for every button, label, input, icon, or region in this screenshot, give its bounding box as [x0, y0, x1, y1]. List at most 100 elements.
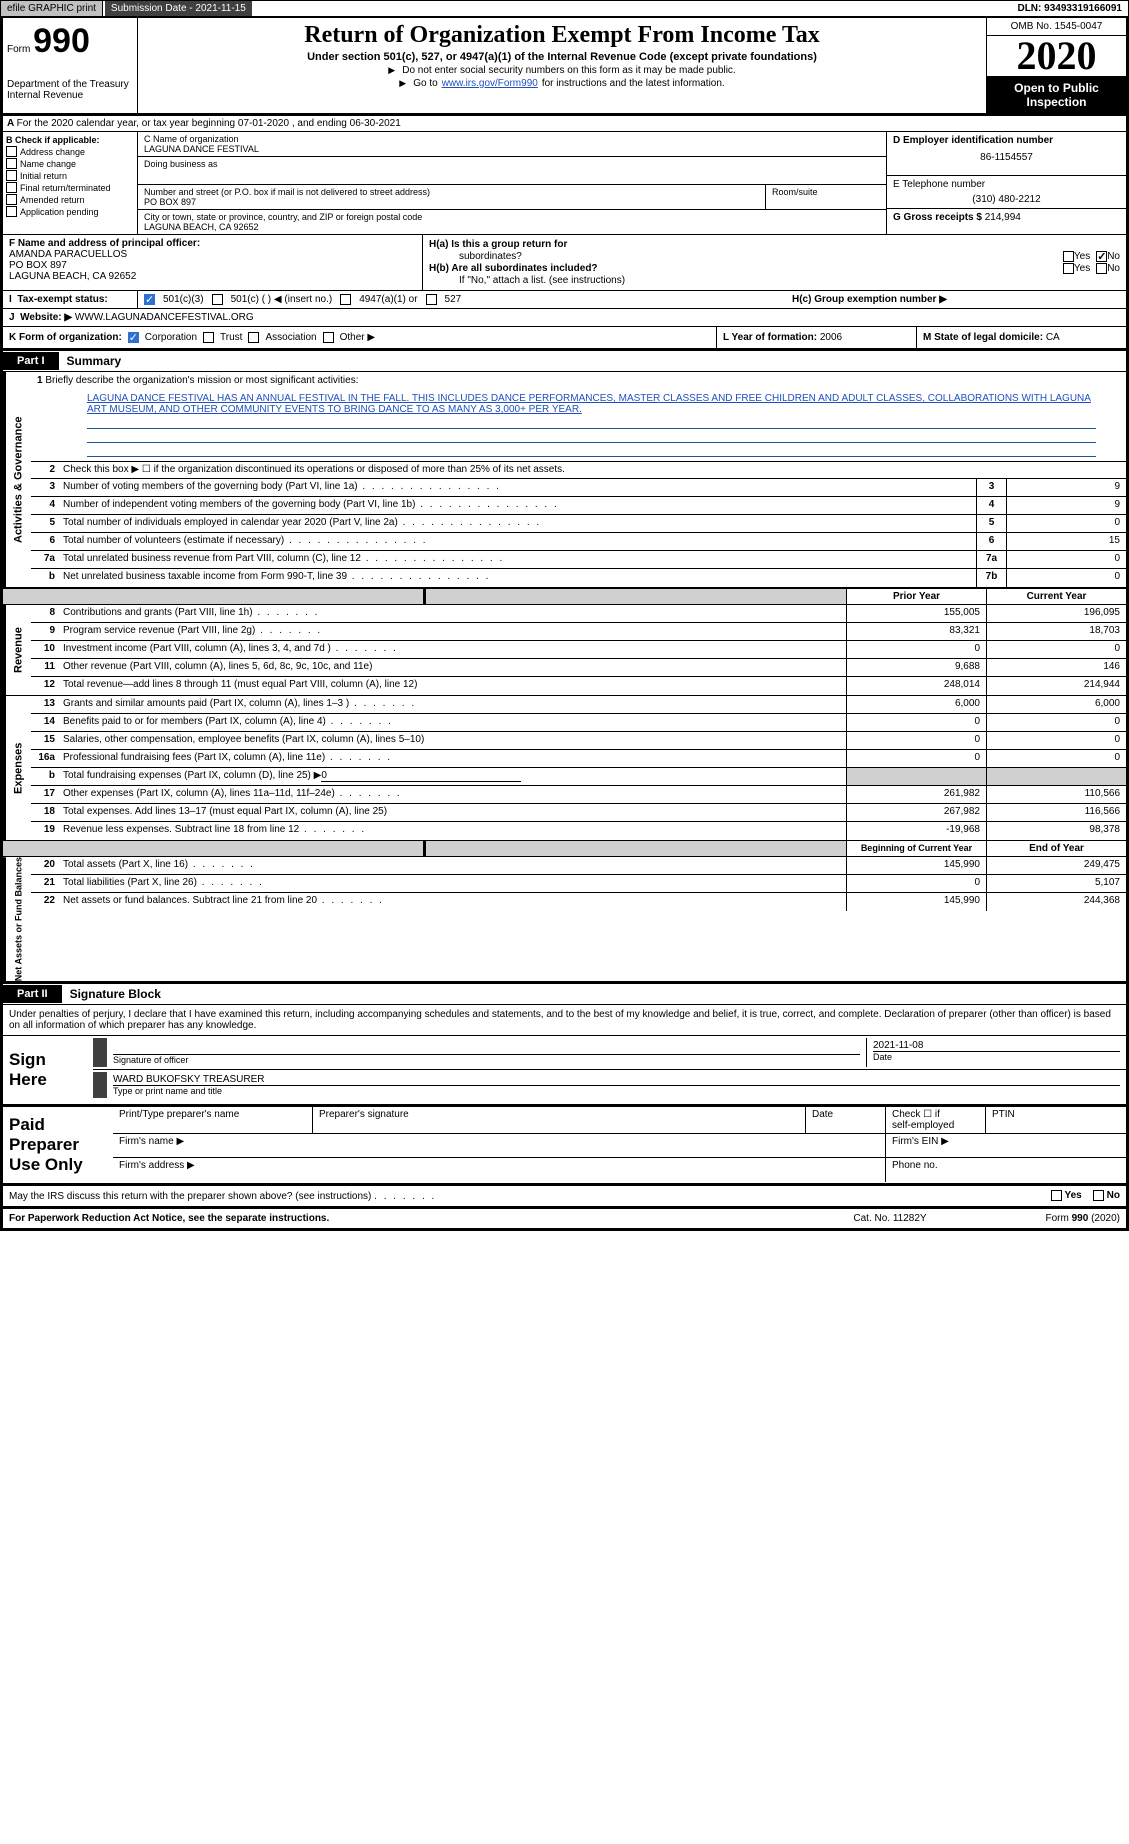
- chk-corporation[interactable]: [128, 332, 139, 343]
- discuss-yes[interactable]: [1051, 1190, 1062, 1201]
- website-value: WWW.LAGUNADANCEFESTIVAL.ORG: [75, 312, 254, 323]
- chk-association[interactable]: [248, 332, 259, 343]
- line1-label: Briefly describe the organization's miss…: [45, 375, 358, 386]
- line13: Grants and similar amounts paid (Part IX…: [59, 696, 846, 713]
- ssn-note: Do not enter social security numbers on …: [146, 65, 978, 76]
- prep-c4b: self-employed: [892, 1120, 979, 1131]
- gross-receipts: 214,994: [985, 212, 1021, 223]
- sig-officer-label: Signature of officer: [113, 1054, 860, 1065]
- officer-addr1: PO BOX 897: [9, 260, 416, 271]
- chk-initial-return[interactable]: [6, 170, 17, 181]
- prep-phone: Phone no.: [886, 1158, 1126, 1182]
- line5: Total number of individuals employed in …: [59, 515, 976, 532]
- form-label: Form: [7, 44, 30, 55]
- dept-irs: Internal Revenue: [7, 90, 133, 101]
- prep-firm-ein: Firm's EIN ▶: [886, 1134, 1126, 1157]
- cat-no: Cat. No. 11282Y: [820, 1213, 960, 1224]
- sig-arrow-icon: [93, 1038, 107, 1067]
- line16b: Total fundraising expenses (Part IX, col…: [59, 768, 846, 785]
- val7b: 0: [1006, 569, 1126, 587]
- col-b-header: B Check if applicable:: [6, 135, 134, 145]
- sig-date-label: Date: [873, 1051, 1120, 1062]
- hc-label: H(c) Group exemption number ▶: [792, 294, 947, 305]
- chk-501c[interactable]: [212, 294, 223, 305]
- addr-label: Number and street (or P.O. box if mail i…: [144, 187, 759, 197]
- city-value: LAGUNA BEACH, CA 92652: [144, 222, 880, 232]
- part1-title: Summary: [59, 351, 130, 371]
- org-name: LAGUNA DANCE FESTIVAL: [144, 144, 880, 154]
- ein-value: 86-1154557: [893, 152, 1120, 163]
- line2: Check this box ▶ ☐ if the organization d…: [59, 462, 1126, 478]
- chk-4947[interactable]: [340, 294, 351, 305]
- form-header: Form 990 Department of the Treasury Inte…: [3, 18, 1126, 116]
- m-label: M State of legal domicile:: [923, 332, 1043, 343]
- i-label: I Tax-exempt status:: [3, 291, 138, 308]
- chk-address-change[interactable]: [6, 146, 17, 157]
- ha-yes[interactable]: [1063, 251, 1074, 262]
- prep-firm-name: Firm's name ▶: [113, 1134, 886, 1157]
- discuss-no[interactable]: [1093, 1190, 1104, 1201]
- graphic-print-label: efile GRAPHIC print: [1, 1, 103, 16]
- tax-year: 2020: [987, 36, 1126, 77]
- chk-trust[interactable]: [203, 332, 214, 343]
- hb-yes[interactable]: [1063, 263, 1074, 274]
- prep-c2: Preparer's signature: [313, 1107, 806, 1133]
- ha-no[interactable]: [1096, 251, 1107, 262]
- sig-date: 2021-11-08: [873, 1040, 1120, 1051]
- mission-text[interactable]: LAGUNA DANCE FESTIVAL HAS AN ANNUAL FEST…: [87, 393, 1091, 415]
- f-label: F Name and address of principal officer:: [9, 238, 416, 249]
- chk-other[interactable]: [323, 332, 334, 343]
- officer-name: AMANDA PARACUELLOS: [9, 249, 416, 260]
- val6: 15: [1006, 533, 1126, 550]
- chk-amended[interactable]: [6, 194, 17, 205]
- side-net-assets: Net Assets or Fund Balances: [3, 857, 31, 981]
- line15: Salaries, other compensation, employee b…: [59, 732, 846, 749]
- line3: Number of voting members of the governin…: [59, 479, 976, 496]
- phone-value: (310) 480-2212: [893, 194, 1120, 205]
- line18: Total expenses. Add lines 13–17 (must eq…: [59, 804, 846, 821]
- city-label: City or town, state or province, country…: [144, 212, 880, 222]
- sign-here-label: Sign Here: [3, 1036, 93, 1104]
- col-b-checkboxes: B Check if applicable: Address change Na…: [3, 132, 138, 234]
- e-label: E Telephone number: [893, 179, 1120, 190]
- goto-note: Go to www.irs.gov/Form990 for instructio…: [146, 78, 978, 89]
- addr-value: PO BOX 897: [144, 197, 759, 207]
- line4: Number of independent voting members of …: [59, 497, 976, 514]
- hdr-eoy: End of Year: [986, 841, 1126, 856]
- line21: Total liabilities (Part X, line 26): [59, 875, 846, 892]
- c-name-label: C Name of organization: [144, 134, 880, 144]
- chk-final-return[interactable]: [6, 182, 17, 193]
- chk-application-pending[interactable]: [6, 206, 17, 217]
- officer-printed-name: WARD BUKOFSKY TREASURER: [113, 1074, 1120, 1085]
- l-label: L Year of formation:: [723, 332, 817, 343]
- form-subtitle: Under section 501(c), 527, or 4947(a)(1)…: [146, 51, 978, 63]
- chk-501c3[interactable]: [144, 294, 155, 305]
- footer-form: 990: [1072, 1213, 1089, 1224]
- chk-527[interactable]: [426, 294, 437, 305]
- line7a: Total unrelated business revenue from Pa…: [59, 551, 976, 568]
- hb-label: H(b) Are all subordinates included?: [429, 263, 598, 274]
- ha-label2: subordinates?: [429, 251, 1057, 262]
- prep-c5: PTIN: [986, 1107, 1126, 1133]
- val4: 9: [1006, 497, 1126, 514]
- part2-title: Signature Block: [62, 984, 169, 1004]
- ha-label: H(a) Is this a group return for: [429, 239, 567, 250]
- discuss-label: May the IRS discuss this return with the…: [9, 1191, 371, 1202]
- hb-no[interactable]: [1096, 263, 1107, 274]
- g-label: G Gross receipts $: [893, 212, 982, 223]
- state-domicile: CA: [1046, 332, 1060, 343]
- submission-date-button[interactable]: Submission Date - 2021-11-15: [105, 1, 252, 16]
- dln-label: DLN: 93493319166091: [1011, 1, 1128, 16]
- val7a: 0: [1006, 551, 1126, 568]
- hdr-current: Current Year: [986, 589, 1126, 604]
- hdr-bcy: Beginning of Current Year: [846, 841, 986, 856]
- line17: Other expenses (Part IX, column (A), lin…: [59, 786, 846, 803]
- j-label: Website: ▶: [20, 312, 72, 323]
- line22: Net assets or fund balances. Subtract li…: [59, 893, 846, 911]
- prep-c1: Print/Type preparer's name: [113, 1107, 313, 1133]
- officer-addr2: LAGUNA BEACH, CA 92652: [9, 271, 416, 282]
- chk-name-change[interactable]: [6, 158, 17, 169]
- irs-link[interactable]: www.irs.gov/Form990: [442, 78, 538, 89]
- prep-c3: Date: [806, 1107, 886, 1133]
- line16a: Professional fundraising fees (Part IX, …: [59, 750, 846, 767]
